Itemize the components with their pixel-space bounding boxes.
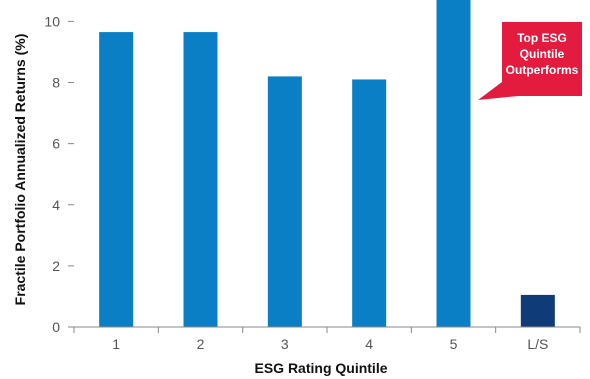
callout-line-1: Top ESG bbox=[517, 31, 567, 45]
callout-line-3: Outperforms bbox=[506, 63, 579, 77]
callout-line-2: Quintile bbox=[520, 47, 565, 61]
x-tick-label-1: 1 bbox=[112, 336, 120, 352]
x-tick-label-ls: L/S bbox=[527, 336, 548, 352]
bar-3 bbox=[267, 76, 302, 327]
y-tick-label-8: 8 bbox=[52, 75, 60, 91]
y-tick-label-10: 10 bbox=[44, 13, 60, 29]
y-axis-title: Fractile Portfolio Annualized Returns (%… bbox=[12, 34, 28, 306]
bar-5 bbox=[436, 0, 471, 327]
bar-1 bbox=[99, 32, 134, 327]
x-tick-label-2: 2 bbox=[197, 336, 205, 352]
x-tick-label-3: 3 bbox=[281, 336, 289, 352]
y-tick-label-4: 4 bbox=[52, 197, 60, 213]
y-tick-label-2: 2 bbox=[52, 258, 60, 274]
bar-ls bbox=[520, 294, 555, 327]
y-tick-label-0: 0 bbox=[52, 319, 60, 335]
bar-2 bbox=[183, 32, 218, 327]
bar-4 bbox=[352, 79, 387, 327]
y-tick-label-6: 6 bbox=[52, 136, 60, 152]
callout: Top ESG Quintile Outperforms bbox=[478, 22, 582, 100]
bars bbox=[99, 0, 555, 327]
axes bbox=[68, 20, 581, 333]
callout-box bbox=[478, 22, 582, 100]
x-tick-label-5: 5 bbox=[450, 336, 458, 352]
x-axis-title: ESG Rating Quintile bbox=[254, 360, 387, 376]
x-tick-label-4: 4 bbox=[365, 336, 373, 352]
